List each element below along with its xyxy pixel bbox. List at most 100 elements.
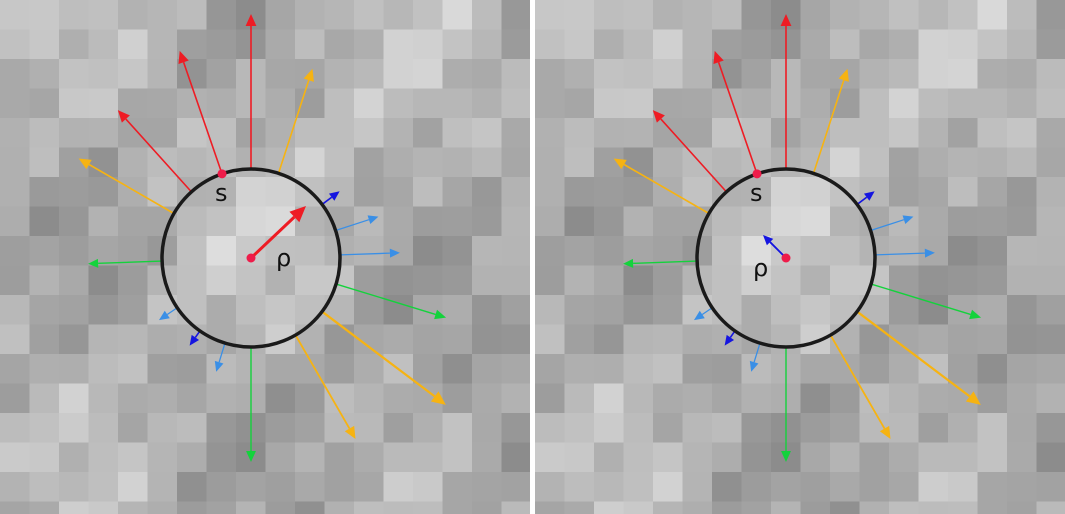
background-pixel (564, 383, 595, 414)
background-pixel (118, 442, 149, 473)
background-pixel (535, 472, 566, 503)
background-pixel (147, 354, 178, 385)
background-pixel (383, 383, 414, 414)
background-pixel (295, 472, 326, 503)
background-pixel (800, 501, 831, 514)
background-pixel (1007, 88, 1038, 119)
background-pixel (501, 29, 530, 60)
background-pixel (324, 442, 355, 473)
background-pixel (535, 29, 566, 60)
background-pixel (413, 354, 444, 385)
background-pixel (501, 118, 530, 149)
background-pixel (623, 295, 654, 326)
background-pixel (0, 383, 31, 414)
background-pixel (741, 501, 772, 514)
background-pixel (682, 118, 713, 149)
background-pixel (1036, 59, 1065, 90)
background-pixel (653, 324, 684, 355)
background-pixel (413, 236, 444, 267)
background-pixel (1007, 324, 1038, 355)
background-pixel (324, 501, 355, 514)
background-pixel (324, 0, 355, 31)
background-pixel (948, 118, 979, 149)
background-pixel (206, 206, 237, 237)
background-pixel (948, 147, 979, 178)
background-pixel (1007, 501, 1038, 514)
background-pixel (653, 118, 684, 149)
background-pixel (472, 324, 503, 355)
background-pixel (535, 177, 566, 208)
background-pixel (653, 472, 684, 503)
background-pixel (472, 442, 503, 473)
background-pixel (383, 442, 414, 473)
background-pixel (653, 177, 684, 208)
background-pixel (442, 295, 473, 326)
background-pixel (1007, 118, 1038, 149)
background-pixel (501, 383, 530, 414)
background-pixel (59, 236, 90, 267)
background-pixel (682, 472, 713, 503)
background-pixel (206, 501, 237, 514)
background-pixel (535, 295, 566, 326)
background-pixel (682, 147, 713, 178)
background-pixel (623, 59, 654, 90)
background-pixel (800, 29, 831, 60)
background-pixel (682, 206, 713, 237)
background-pixel (0, 147, 31, 178)
background-pixel (265, 383, 296, 414)
background-pixel (859, 501, 890, 514)
gradient-arrow-green (246, 347, 256, 462)
background-pixel (383, 413, 414, 444)
background-pixel (118, 29, 149, 60)
background-pixel (383, 501, 414, 514)
background-pixel (265, 59, 296, 90)
background-pixel (88, 324, 119, 355)
background-pixel (29, 354, 60, 385)
background-pixel (1036, 295, 1065, 326)
background-pixel (535, 442, 566, 473)
background-pixel (29, 413, 60, 444)
background-pixel (1036, 88, 1065, 119)
background-pixel (442, 442, 473, 473)
background-pixel (501, 354, 530, 385)
background-pixel (265, 88, 296, 119)
background-pixel (1007, 413, 1038, 444)
background-pixel (29, 236, 60, 267)
background-pixel (383, 324, 414, 355)
background-pixel (977, 354, 1008, 385)
background-pixel (564, 413, 595, 444)
background-pixel (206, 383, 237, 414)
background-pixel (918, 472, 949, 503)
background-pixel (859, 324, 890, 355)
background-pixel (535, 0, 566, 31)
background-pixel (442, 472, 473, 503)
background-pixel (354, 413, 385, 444)
background-pixel (442, 29, 473, 60)
background-pixel (653, 354, 684, 385)
gradient-arrow-light_blue (335, 215, 379, 232)
background-pixel (564, 177, 595, 208)
background-pixel (0, 442, 31, 473)
background-pixel (977, 295, 1008, 326)
background-pixel (594, 59, 625, 90)
background-pixel (800, 265, 831, 296)
background-pixel (383, 177, 414, 208)
background-pixel (712, 383, 743, 414)
background-pixel (147, 324, 178, 355)
background-pixel (564, 206, 595, 237)
background-pixel (442, 118, 473, 149)
gradient-arrow-green (623, 258, 698, 268)
background-pixel (383, 265, 414, 296)
background-pixel (59, 206, 90, 237)
background-pixel (413, 265, 444, 296)
background-pixel (594, 354, 625, 385)
background-pixel (830, 0, 861, 31)
background-pixel (564, 147, 595, 178)
background-pixel (859, 206, 890, 237)
background-pixel (741, 0, 772, 31)
background-pixel (564, 29, 595, 60)
background-pixel (859, 442, 890, 473)
background-pixel (177, 265, 208, 296)
background-pixel (535, 324, 566, 355)
background-pixel (177, 88, 208, 119)
